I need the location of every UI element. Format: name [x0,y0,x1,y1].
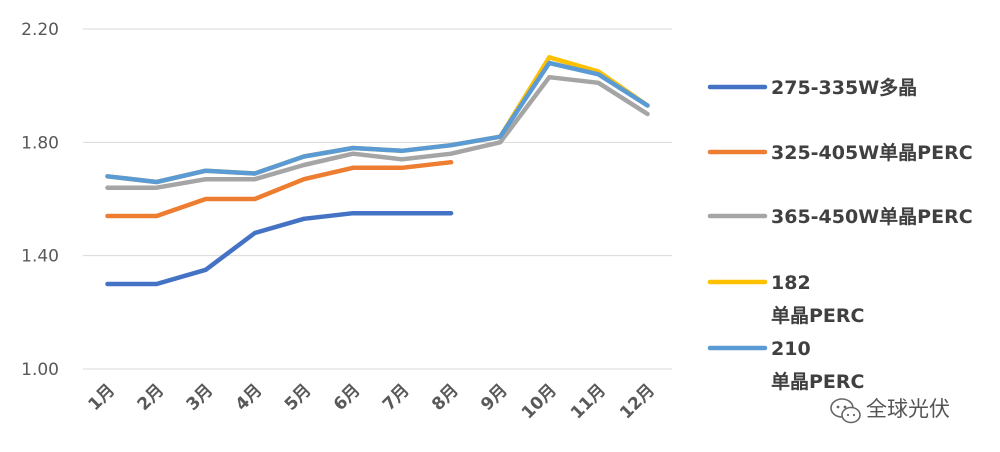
series-lines [105,55,650,287]
x-axis-ticks: 1月 2月 3月 4月 5月 6月 7月 8月 9月 10月 11月 12月 [85,380,659,423]
series-line-3 [105,74,650,190]
y-tick-label: 1.80 [21,133,59,153]
x-tick-label: 1月 [85,380,120,415]
x-tick-label: 10月 [518,380,561,423]
legend-label: 325-405W单晶PERC [771,141,973,164]
legend-label: 365-450W单晶PERC [771,205,973,228]
y-axis-ticks: 1.00 1.40 1.80 2.20 [21,20,59,380]
x-tick-label: 2月 [134,380,169,415]
x-tick-label: 3月 [183,380,218,415]
x-tick-label: 12月 [616,380,659,423]
series-line-5 [105,60,650,185]
legend-label: 210 [771,338,811,360]
watermark-text: 全球光伏 [866,397,950,421]
legend-label: 275-335W多晶 [771,76,917,99]
x-tick-label: 4月 [232,380,267,415]
x-tick-label: 11月 [567,380,610,423]
x-tick-label: 8月 [428,380,463,415]
series-line-1 [105,210,454,287]
legend-label: 单晶PERC [771,370,864,393]
y-tick-label: 1.40 [21,247,59,267]
legend: 275-335W多晶 325-405W单晶PERC 365-450W单晶PERC 18… [707,76,973,393]
legend-label: 单晶PERC [771,304,864,327]
legend-label: 182 [771,272,811,294]
series-line-4 [105,55,650,185]
y-tick-label: 2.20 [21,20,59,40]
x-tick-label: 6月 [330,380,365,415]
series-line-2 [105,159,454,219]
watermark: 全球光伏 [830,397,950,424]
x-tick-label: 5月 [281,380,316,415]
x-tick-label: 7月 [379,380,414,415]
wechat-icon [830,398,861,424]
y-tick-label: 1.00 [21,360,59,380]
gridlines [83,28,672,370]
x-tick-label: 9月 [477,380,512,415]
